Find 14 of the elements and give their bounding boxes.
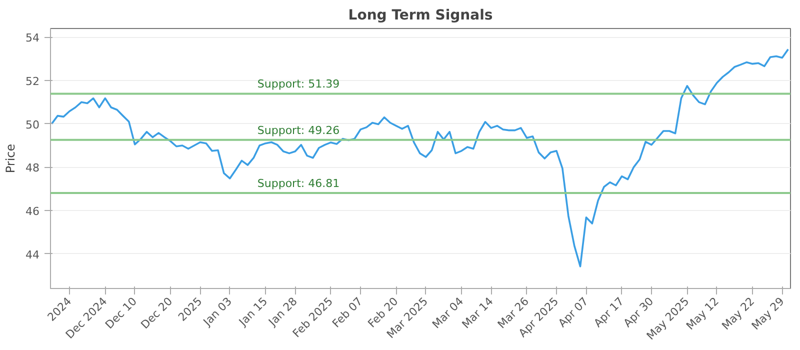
y-tick-label: 50 bbox=[26, 118, 40, 132]
y-tick-label: 54 bbox=[26, 32, 40, 45]
ref-line-label: Support: 51.39 bbox=[257, 78, 340, 91]
y-tick-label: 44 bbox=[26, 248, 40, 262]
y-tick-label: 46 bbox=[26, 205, 40, 218]
chart-title: Long Term Signals bbox=[348, 8, 493, 24]
ref-line-label: Support: 49.26 bbox=[257, 124, 340, 137]
y-tick-label: 52 bbox=[26, 75, 40, 88]
x-tick-label: Jan 03 bbox=[200, 294, 234, 330]
y-tick-label: 48 bbox=[26, 162, 40, 175]
y-axis-title: Price bbox=[4, 144, 18, 174]
ref-line-label: Support: 46.81 bbox=[257, 176, 340, 190]
line-series bbox=[50, 48, 790, 268]
x-tick-label: Dec 20 bbox=[138, 294, 176, 332]
